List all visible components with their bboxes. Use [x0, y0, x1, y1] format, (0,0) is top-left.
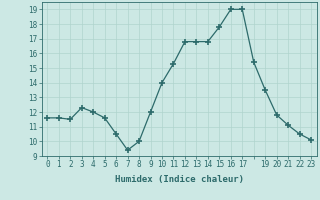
X-axis label: Humidex (Indice chaleur): Humidex (Indice chaleur): [115, 175, 244, 184]
